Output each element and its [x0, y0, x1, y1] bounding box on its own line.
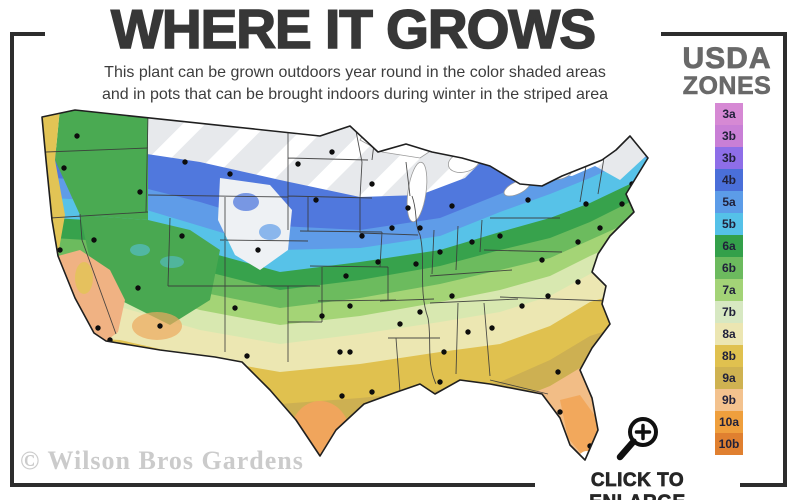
- legend-zone-label: 7a: [722, 283, 736, 297]
- subtitle-line-1: This plant can be grown outdoors year ro…: [104, 64, 606, 81]
- legend-zone-row: 7a: [715, 279, 743, 301]
- legend-zone-label: 7b: [721, 305, 736, 319]
- legend-zone-label: 3a: [722, 107, 736, 121]
- legend-heading-zones: ZONES: [682, 72, 772, 100]
- legend-heading-usda: USDA: [682, 42, 772, 75]
- legend-zone-row: 3a: [715, 103, 743, 125]
- legend-zone-row: 6a: [715, 235, 743, 257]
- subtitle-line-2: and in pots that can be brought indoors …: [101, 85, 609, 103]
- great-basin-green-region: [80, 215, 220, 325]
- legend-zone-label: 4b: [721, 173, 736, 187]
- legend-zone-row: 9a: [715, 367, 743, 389]
- legend-zone-row: 8a: [715, 323, 743, 345]
- legend-zone-label: 9a: [722, 371, 736, 385]
- us-map-outline: [41, 109, 649, 461]
- magnifier-plus-icon[interactable]: [612, 413, 664, 465]
- legend-zone-row: 7b: [715, 301, 743, 323]
- legend-zone-label: 3b: [721, 129, 736, 143]
- legend-zone-label: 8a: [722, 327, 736, 341]
- legend-zone-label: 9b: [721, 393, 736, 407]
- california-orange-region: [58, 250, 125, 341]
- city-dots: [57, 133, 635, 449]
- legend-zone-row: 10a: [715, 411, 743, 433]
- legend-zone-label: 10b: [718, 437, 740, 451]
- legend-zone-row: 10b: [715, 433, 743, 455]
- legend-heading: USDA ZONES: [662, 42, 792, 100]
- legend-zone-label: 6b: [721, 261, 736, 275]
- legend-zone-list: 3a 3b 3b 4b 5a 5b 6a 6b 7a 7b 8a 8b 9a 9b 10a 10b: [715, 103, 743, 455]
- legend-zone-row: 3b: [715, 125, 743, 147]
- legend-zone-label: 5a: [722, 195, 736, 209]
- us-zone-map-svg: [41, 109, 649, 461]
- us-zone-map[interactable]: [20, 100, 665, 472]
- state-borders: [45, 113, 609, 395]
- legend-zone-row: 3b: [715, 147, 743, 169]
- legend-zone-label: 6a: [722, 239, 736, 253]
- legend-zone-row: 5b: [715, 213, 743, 235]
- subtitle: This plant can be grown outdoors year ro…: [60, 62, 650, 105]
- click-to-enlarge[interactable]: CLICK TO ENLARGE: [535, 413, 740, 500]
- page-title: WHERE IT GROWS: [45, 1, 661, 57]
- legend-zone-row: 6b: [715, 257, 743, 279]
- legend-zone-label: 3b: [721, 151, 736, 165]
- legend-zone-label: 5b: [721, 217, 736, 231]
- legend-zone-row: 5a: [715, 191, 743, 213]
- watermark: © Wilson Bros Gardens: [20, 446, 304, 475]
- legend-zone-label: 8b: [721, 349, 736, 363]
- pacific-coast-yellow-strip: [42, 110, 65, 255]
- click-to-enlarge-label[interactable]: CLICK TO ENLARGE: [535, 468, 740, 500]
- legend-zone-row: 8b: [715, 345, 743, 367]
- florida-orange-region: [560, 395, 598, 458]
- legend-zone-row: 9b: [715, 389, 743, 411]
- legend-zone-label: 10a: [718, 415, 740, 429]
- legend-zone-row: 4b: [715, 169, 743, 191]
